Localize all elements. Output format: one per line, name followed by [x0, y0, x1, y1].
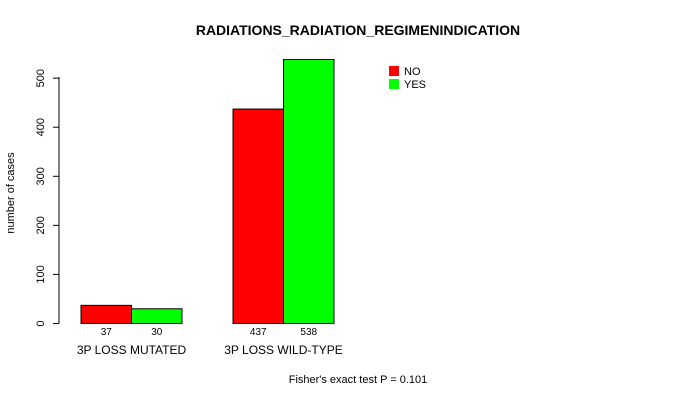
category-labels: 3P LOSS MUTATED 3P LOSS WILD-TYPE [77, 343, 343, 357]
y-axis-label: number of cases [5, 152, 17, 234]
value-labels: 37 30 437 538 [101, 327, 318, 338]
chart-title: RADIATIONS_RADIATION_REGIMENINDICATION [196, 22, 520, 38]
bar-no [80, 304, 132, 325]
bar-value-label: 30 [151, 327, 163, 338]
y-tick-label: 500 [35, 69, 47, 87]
bar-yes [131, 308, 183, 324]
category-label: 3P LOSS MUTATED [77, 343, 187, 357]
category-label: 3P LOSS WILD-TYPE [224, 343, 342, 357]
bars [80, 59, 335, 325]
fisher-test-footnote: Fisher's exact test P = 0.101 [289, 374, 428, 386]
y-tick-label: 200 [35, 216, 47, 234]
y-tick-label: 400 [35, 118, 47, 136]
legend-label-no: NO [404, 66, 421, 78]
legend-swatch-no [389, 66, 399, 76]
bar-value-label: 437 [250, 327, 267, 338]
bar-value-label: 538 [300, 327, 317, 338]
y-tick-label: 100 [35, 265, 47, 283]
bar-yes [283, 59, 335, 324]
y-axis-ticks: 0 100 200 300 400 500 [35, 69, 59, 327]
legend-swatch-yes [389, 79, 399, 89]
bar-no [232, 108, 284, 324]
legend-label-yes: YES [404, 79, 426, 91]
y-tick-label: 0 [35, 320, 47, 326]
y-tick-label: 300 [35, 167, 47, 185]
bar-value-label: 37 [101, 327, 113, 338]
